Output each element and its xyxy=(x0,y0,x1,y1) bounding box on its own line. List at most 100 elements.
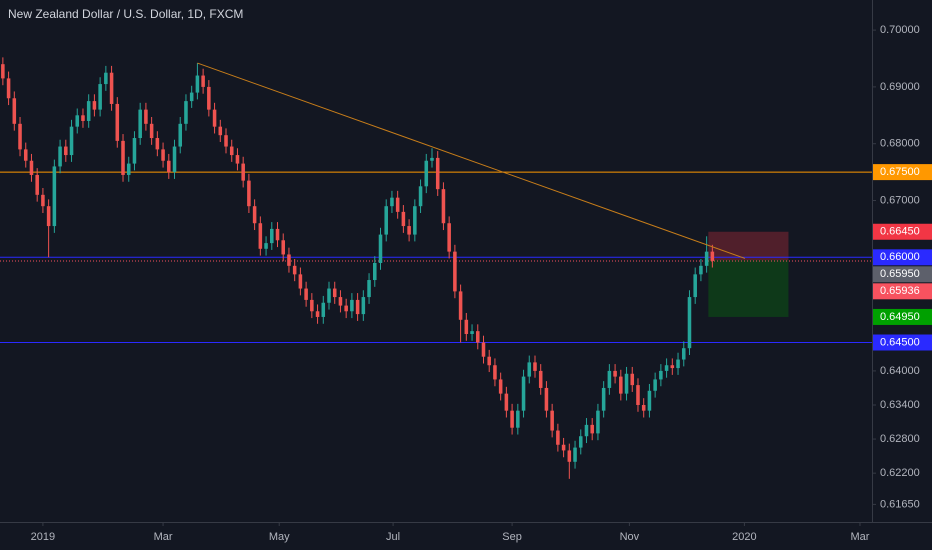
candle-body xyxy=(144,109,148,124)
x-tick-label: May xyxy=(269,531,290,543)
x-tick-label: Sep xyxy=(502,531,522,543)
stop-zone xyxy=(708,231,789,261)
candle-body xyxy=(258,223,263,249)
candle-body xyxy=(64,146,68,156)
candle-body xyxy=(321,302,326,317)
candle-body xyxy=(590,424,594,434)
candle-body xyxy=(327,288,331,303)
candle-body xyxy=(538,370,543,388)
candle-body xyxy=(453,251,457,292)
candle-body xyxy=(298,274,303,289)
candle-body xyxy=(447,223,451,252)
candle-body xyxy=(693,274,697,298)
candle-body xyxy=(29,160,34,175)
candle-body xyxy=(481,342,486,357)
candle-body xyxy=(229,146,234,156)
x-tick-label: Nov xyxy=(620,531,640,543)
candle-body xyxy=(390,197,394,207)
candle-body xyxy=(247,180,251,207)
candle-body xyxy=(533,362,537,371)
candle-body xyxy=(52,166,57,227)
y-tick-label: 0.62800 xyxy=(880,433,920,445)
candle-body xyxy=(201,75,205,87)
candle-body xyxy=(670,365,675,369)
candle-body xyxy=(338,297,343,306)
price-badge xyxy=(873,164,932,181)
candle-body xyxy=(699,265,703,275)
candle-body xyxy=(544,387,549,411)
candle-body xyxy=(23,149,28,161)
candle-body xyxy=(12,98,17,124)
price-badge xyxy=(873,223,932,240)
candle-body xyxy=(630,373,635,386)
candle-body xyxy=(361,297,366,315)
candle-body xyxy=(458,291,463,320)
candle-body xyxy=(58,146,62,167)
y-tick-label: 0.63400 xyxy=(880,399,920,411)
candle-body xyxy=(493,365,497,380)
price-badge-label: 0.64500 xyxy=(880,336,920,348)
candle-body xyxy=(441,189,446,224)
y-tick-label: 0.64000 xyxy=(880,365,920,377)
candle-body xyxy=(407,226,411,235)
candle-body xyxy=(613,370,617,377)
price-badge-label: 0.66450 xyxy=(880,226,920,238)
candle-body xyxy=(207,86,211,110)
candle-body xyxy=(470,331,474,334)
candle-body xyxy=(367,280,371,298)
candle-body xyxy=(315,311,320,317)
axes: 0.70000 0.69000 0.68000 0.67000 0.64000 0.634… xyxy=(31,24,932,543)
candle-body xyxy=(384,206,388,235)
candle-body xyxy=(92,101,97,110)
candle-body xyxy=(401,211,406,227)
candle-body xyxy=(149,123,154,139)
candle-body xyxy=(310,299,314,312)
candle-body xyxy=(561,444,566,451)
y-tick-label: 0.69000 xyxy=(880,81,920,93)
candle-body xyxy=(641,404,646,411)
candle-body xyxy=(104,72,108,85)
candle-body xyxy=(178,123,183,147)
candle-body xyxy=(350,299,354,312)
candle-body xyxy=(504,393,509,411)
candle-body xyxy=(659,370,663,380)
price-badge-label: 0.66000 xyxy=(880,251,920,263)
y-tick-label: 0.62200 xyxy=(880,467,920,479)
candle-body xyxy=(292,265,297,275)
candle-body xyxy=(18,123,22,150)
candle-body xyxy=(584,424,589,437)
candle-body xyxy=(624,373,629,394)
candle-body xyxy=(601,387,606,411)
price-badge-label: 0.65950 xyxy=(880,268,920,280)
candle-body xyxy=(264,243,268,249)
candle-body xyxy=(676,359,680,369)
candle-body xyxy=(281,240,286,255)
candle-body xyxy=(653,379,657,391)
candle-body xyxy=(510,410,514,428)
candle-body xyxy=(435,157,440,190)
candle-body xyxy=(81,115,85,121)
candle-body xyxy=(189,92,194,102)
chart-title: New Zealand Dollar / U.S. Dollar, 1D, FX… xyxy=(8,7,243,21)
candle-body xyxy=(521,376,526,411)
candle-body xyxy=(527,362,532,377)
price-badge xyxy=(873,283,932,300)
candle-body xyxy=(475,331,480,343)
candle-body xyxy=(218,126,223,136)
candle-body xyxy=(252,206,257,224)
x-tick-label: Jul xyxy=(386,531,400,543)
candle-body xyxy=(596,410,600,434)
candle-body xyxy=(46,206,51,227)
candle-body xyxy=(344,305,348,312)
candle-body xyxy=(195,75,200,93)
candle-body xyxy=(224,135,228,147)
candle-body xyxy=(636,385,640,405)
candle-body xyxy=(235,155,240,164)
candle-body xyxy=(704,251,709,266)
candle-body xyxy=(121,140,125,175)
candle-body xyxy=(270,228,274,244)
candle-body xyxy=(155,138,160,150)
candle-body xyxy=(710,251,715,261)
